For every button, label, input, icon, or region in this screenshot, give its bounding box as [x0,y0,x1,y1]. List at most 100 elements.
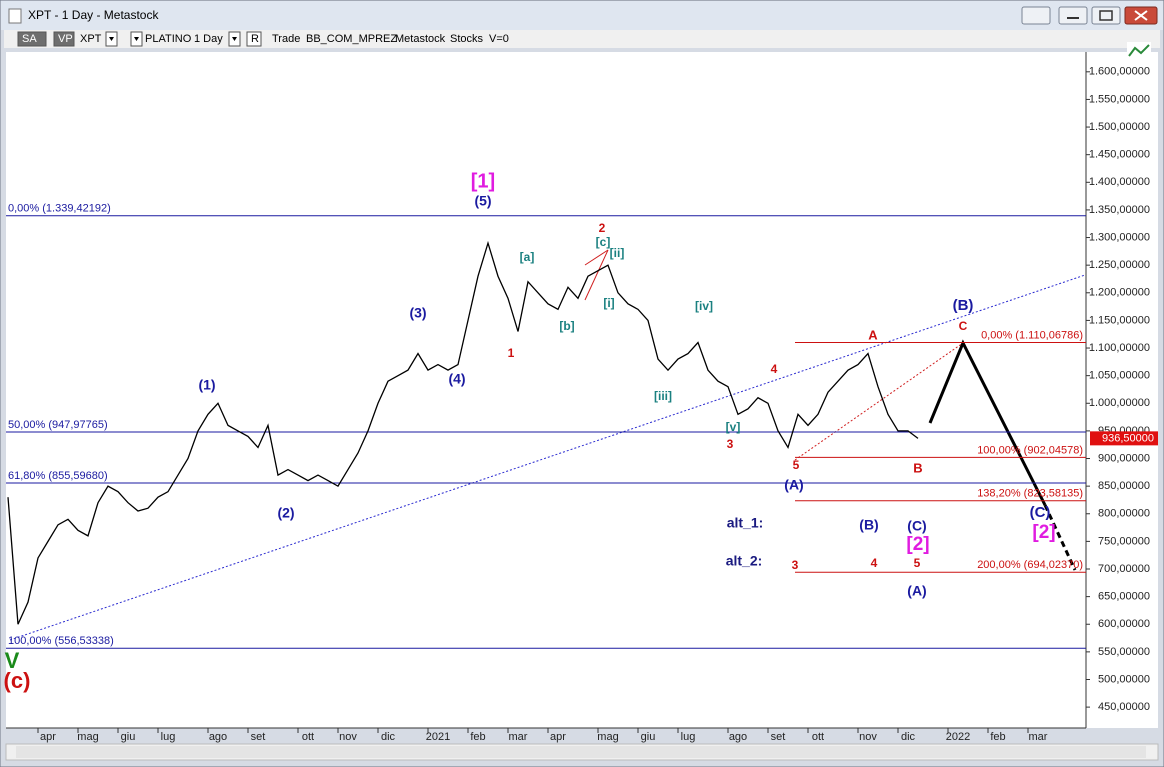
x-tick-label: apr [40,731,56,743]
wave-label: alt_1: [727,515,764,531]
dropdown-arrow [109,37,114,41]
x-tick-label: mar [509,731,528,743]
projection-path [928,339,1047,506]
wave-label: (c) [4,668,31,693]
y-tick-label: 1.100,00000 [1089,342,1150,354]
toolbar [4,30,1160,48]
x-tick-label: mag [77,731,98,743]
x-tick-label: ago [729,731,747,743]
wave-label: (B) [953,297,974,314]
y-tick-label: 1.450,00000 [1089,149,1150,161]
toolbar-text: V=0 [489,33,509,45]
toolbar-text: Metastock [395,33,446,45]
price-axis-area [1086,52,1158,728]
wave-label: (5) [474,193,491,209]
toolbar-text: Stocks [450,33,484,45]
y-tick-label: 1.000,00000 [1089,397,1150,409]
x-tick-label: ott [302,731,314,743]
y-tick-label: 1.150,00000 [1089,314,1150,326]
x-tick-label: nov [339,731,357,743]
y-tick-label: 800,00000 [1098,508,1150,520]
x-tick-label: mar [1029,731,1048,743]
x-tick-label: 2022 [946,731,970,743]
toolbar-text: PLATINO [145,33,192,45]
y-tick-label: 850,00000 [1098,480,1150,492]
y-tick-label: 700,00000 [1098,563,1150,575]
x-tick-label: lug [161,731,176,743]
y-tick-label: 1.550,00000 [1089,93,1150,105]
level-label: 100,00% (902,04578) [977,444,1083,456]
wave-label: B [913,460,922,475]
x-tick-label: mag [597,731,618,743]
level-label: 0,00% (1.339,42192) [8,203,111,215]
wave-label: (1) [198,377,215,393]
x-tick-label: set [251,731,266,743]
x-tick-label: apr [550,731,566,743]
wave-label: 5 [793,458,800,472]
wave-label: [v] [726,420,741,434]
wave-label: [c] [596,235,611,249]
wave-label: [1] [471,170,495,192]
level-label: 0,00% (1.110,06786) [981,329,1083,341]
wave-label: (C) [907,518,926,534]
y-tick-label: 1.500,00000 [1089,121,1150,133]
wave-label: (4) [448,371,465,387]
title-bar [1,1,1163,30]
plot-area [6,52,1086,728]
wave-label: alt_2: [726,553,763,569]
wave-label: [a] [520,250,535,264]
x-tick-label: giu [641,731,656,743]
y-tick-label: 450,00000 [1098,701,1150,713]
drawing-tools [9,249,1086,641]
wave-label: [2] [906,534,929,555]
scrollbar-track[interactable] [16,746,1146,758]
maximize-glyph [1099,10,1113,21]
trend-line [584,249,609,266]
x-tick-label: feb [990,731,1005,743]
y-tick-label: 900,00000 [1098,452,1150,464]
wave-label: 3 [727,437,734,451]
toolbar-button[interactable] [246,31,262,47]
level-label: 61,80% (855,59680) [8,470,108,482]
y-tick-label: 500,00000 [1098,673,1150,685]
wave-label: (A) [784,477,803,493]
restore-menu-button[interactable] [1021,6,1051,25]
x-tick-label: giu [121,731,136,743]
maximize-button[interactable] [1091,6,1121,25]
window-buttons[interactable] [1021,6,1158,25]
window-title: XPT - 1 Day - Metastock [28,8,159,22]
toolbar-text: XPT [80,33,102,45]
wave-label: [iii] [654,389,672,403]
y-tick-label: 550,00000 [1098,646,1150,658]
wave-label: 4 [871,556,878,570]
x-tick-label: nov [859,731,877,743]
toolbar-button[interactable] [17,31,47,47]
wave-label: (A) [907,583,926,599]
chart-icon[interactable] [1127,42,1151,60]
wave-label: 5 [914,556,921,570]
x-tick-label: ott [812,731,824,743]
wave-label: (2) [277,505,294,521]
y-tick-label: 750,00000 [1098,535,1150,547]
level-label: 200,00% (694,02370) [977,559,1083,571]
toolbar-button[interactable] [53,31,75,47]
wave-label: 1 [508,346,515,360]
level-label: 50,00% (947,97765) [8,419,108,431]
x-tick-label: set [771,731,786,743]
wave-label: [ii] [610,246,625,260]
trend-line [584,249,609,301]
y-tick-label: 1.300,00000 [1089,231,1150,243]
y-tick-label: 1.350,00000 [1089,204,1150,216]
x-tick-label: feb [470,731,485,743]
wave-label: [i] [603,296,614,310]
trend-line [9,274,1086,641]
dropdown-arrow [232,37,237,41]
x-tick-label: lug [681,731,696,743]
wave-label: C [959,319,968,333]
minimize-button[interactable] [1058,6,1088,25]
wave-label: [2] [1032,522,1055,543]
y-tick-label: 1.400,00000 [1089,176,1150,188]
wave-label: V [5,648,20,673]
wave-label: [iv] [695,299,713,313]
